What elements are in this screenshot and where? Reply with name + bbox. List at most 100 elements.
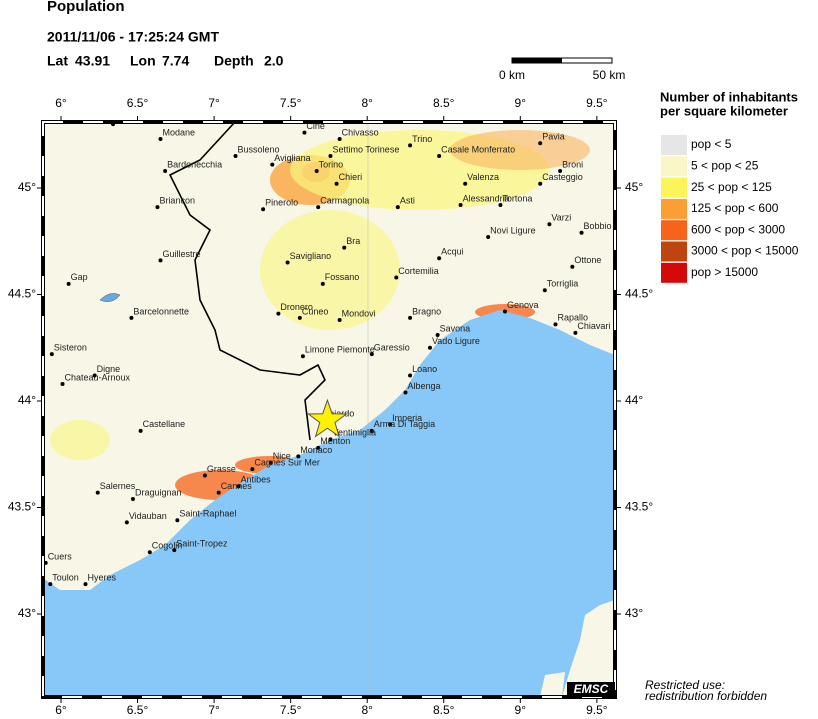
- city-dot: [129, 315, 134, 320]
- city-dot: [138, 428, 143, 433]
- epicenter-star: [306, 398, 348, 438]
- city-dot: [463, 181, 468, 186]
- lat-tick-label: 43.5°: [8, 500, 36, 514]
- city-dot: [175, 518, 180, 523]
- city-dot: [498, 203, 503, 208]
- city-dot: [314, 168, 319, 173]
- city-label: Antibes: [241, 475, 272, 485]
- legend: pop < 5 5 < pop < 25 25 < pop < 125 125 < p…: [661, 135, 799, 283]
- lon-label: Lon: [130, 53, 156, 69]
- city-label: Garessio: [374, 343, 410, 353]
- city-dot: [60, 381, 65, 386]
- city-label: Cirie: [306, 121, 325, 131]
- lon-tick-label: 9°: [515, 96, 527, 110]
- city-dot: [202, 473, 207, 478]
- city-label: Bobbio: [584, 221, 612, 231]
- logo-box: [567, 682, 615, 697]
- legend-label: 25 < pop < 125: [691, 180, 772, 194]
- city-label: Modane: [163, 127, 196, 137]
- city-label: Sisteron: [54, 343, 87, 353]
- title: Population: [47, 0, 125, 15]
- city-label: Pinerolo: [265, 198, 298, 208]
- city-dot: [502, 309, 507, 314]
- city-dot: [49, 352, 54, 357]
- city-dot: [300, 354, 305, 359]
- city-label: Settimo Torinese: [332, 144, 399, 154]
- sea: [43, 310, 615, 697]
- city-dot: [124, 520, 129, 525]
- city-dot: [579, 230, 584, 235]
- city-dot: [147, 550, 152, 555]
- city-dot: [261, 207, 266, 212]
- city-dot: [334, 181, 339, 186]
- lon-tick-label: 9.5°: [586, 96, 608, 110]
- lon-tick-label: 8.5°: [433, 703, 455, 717]
- city-label: Mondovi: [342, 308, 376, 318]
- city-label: Monaco: [300, 445, 332, 455]
- city-label: Chivasso: [342, 127, 379, 137]
- population-density: [50, 130, 590, 500]
- city-label: Guillestre: [163, 249, 201, 259]
- city-label: Ottone: [574, 255, 601, 265]
- national-border: [168, 122, 326, 441]
- city-dot: [458, 203, 463, 208]
- lon-tick-label: 7°: [208, 96, 220, 110]
- city-label: Varzi: [551, 213, 571, 223]
- city-label: Carmagnola: [320, 196, 369, 206]
- city-dot: [408, 373, 413, 378]
- city-dot: [285, 260, 290, 265]
- city-dot: [233, 154, 238, 159]
- city-label: Digne: [97, 364, 121, 374]
- city-dot: [408, 143, 413, 148]
- lat-tick-label: 44.5°: [8, 287, 36, 301]
- city-label: Savigliano: [290, 251, 332, 261]
- city-label: Rapallo: [558, 313, 589, 323]
- city-dot: [328, 154, 333, 159]
- city-dot: [553, 322, 558, 327]
- city-label: Vado Ligure: [432, 336, 480, 346]
- city-label: Toulon: [52, 573, 79, 583]
- city-dot: [388, 422, 393, 427]
- city-label: Casteggio: [542, 172, 583, 182]
- city-label: Arma Di Taggia: [374, 419, 435, 429]
- restricted-note: Restricted use:: [645, 678, 725, 692]
- city-label: Fossano: [325, 272, 360, 282]
- city-dot: [83, 582, 88, 587]
- legend-label: 125 < pop < 600: [691, 201, 779, 215]
- city-label: Savona: [440, 323, 471, 333]
- lat-tick-label: 45°: [625, 180, 643, 194]
- city-label: Valenza: [467, 172, 499, 182]
- lat-value: 43.91: [75, 53, 110, 69]
- city-label: Torino: [319, 159, 344, 169]
- epicenter: [306, 398, 348, 438]
- city-dot: [276, 311, 281, 316]
- city-label: Cuers: [48, 551, 73, 561]
- legend-title: Number of inhabitants: [660, 89, 798, 104]
- legend-swatch: [661, 198, 687, 219]
- city-label: Draguignan: [135, 487, 182, 497]
- graticule-ticks: 6° 6° 6.5° 6.5° 7° 7° 7.5° 7.5° 8° 8° 8.5° 8.5° 9° 9°…: [8, 96, 654, 717]
- city-dot: [437, 256, 442, 261]
- city-label: Alessandria: [463, 193, 510, 203]
- city-dot: [538, 181, 543, 186]
- city-dot: [155, 205, 160, 210]
- scale-start: 0 km: [499, 68, 525, 82]
- city-label: Casale Monferrato: [441, 144, 515, 154]
- scale-end: 50 km: [593, 68, 626, 82]
- lon-tick-label: 8.5°: [433, 96, 455, 110]
- city-dot: [270, 162, 275, 167]
- map-area: Saint-Jean-de-MaurienneModaneBussolenoCi…: [43, 121, 615, 697]
- city-dot: [172, 548, 177, 553]
- lon-tick-label: 9.5°: [586, 703, 608, 717]
- city-label: Limone Piemonte: [305, 345, 375, 355]
- city-dot: [95, 490, 100, 495]
- city-label: Loano: [412, 364, 437, 374]
- scale-bar: 0 km 50 km: [499, 57, 626, 82]
- city-label: Genova: [507, 300, 539, 310]
- city-dot: [403, 390, 408, 395]
- city-dot: [130, 496, 135, 501]
- legend-swatch: [661, 177, 687, 198]
- city-label: Cagnes Sur Mer: [254, 458, 320, 468]
- city-dot: [250, 467, 255, 472]
